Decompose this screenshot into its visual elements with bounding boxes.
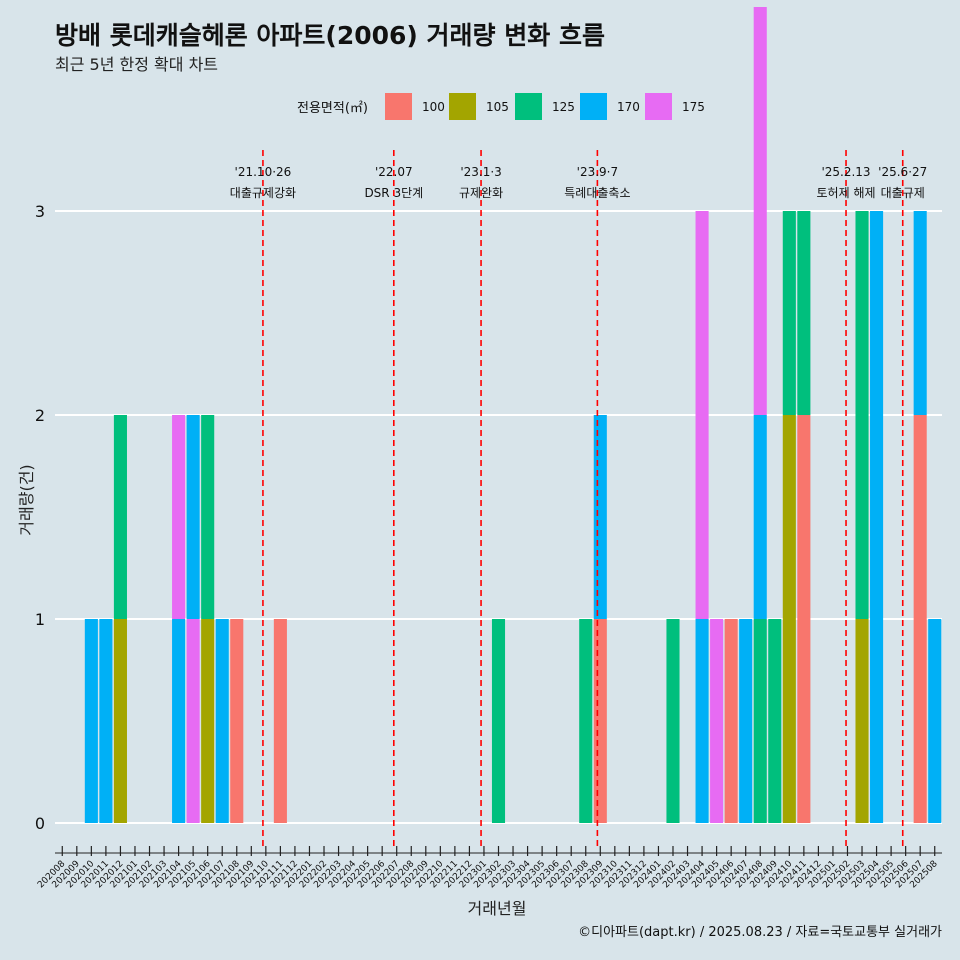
legend-swatch-170	[580, 93, 607, 120]
bar-202503-105	[855, 619, 869, 823]
y-axis-title: 거래량(건)	[17, 464, 36, 535]
event-date-label: '21.10·26	[235, 165, 292, 179]
legend-label-170: 170	[617, 100, 640, 114]
event-date-label: '23.1·3	[460, 165, 501, 179]
legend: 100 105 125 170 175	[385, 93, 705, 120]
bar-202308-125	[579, 619, 593, 823]
event-name-label: 특례대출축소	[564, 186, 630, 200]
bar-202108-100	[230, 619, 244, 823]
bar-202404-175	[695, 211, 709, 619]
bar-202411-100	[797, 415, 811, 823]
y-tick-label: 0	[35, 814, 45, 833]
legend-label-175: 175	[682, 100, 705, 114]
bar-202106-125	[201, 415, 215, 619]
legend-swatch-125	[515, 93, 542, 120]
event-date-label: '22.07	[375, 165, 413, 179]
event-date-label: '25.6·27	[878, 165, 927, 179]
plot-area: 0 1 2 3 '21.10·26 대출규제강화 '22.07 DSR 3단계 '23.1·3 규…	[35, 7, 942, 890]
bar-202408-125	[753, 619, 767, 823]
bar-202010-170	[84, 619, 98, 823]
bar-202408-175	[753, 7, 767, 415]
bar-202012-125	[113, 415, 127, 619]
chart-caption: ©디아파트(dapt.kr) / 2025.08.23 / 자료=국토교통부 실…	[578, 925, 942, 940]
bar-202107-170	[215, 619, 229, 823]
legend-swatch-105	[449, 93, 476, 120]
bar-202104-175	[172, 415, 186, 619]
bar-202507-100	[913, 415, 927, 823]
legend-swatch-175	[645, 93, 672, 120]
bar-202507-170	[913, 211, 927, 415]
bar-202408-170	[753, 415, 767, 619]
bar-202011-170	[99, 619, 113, 823]
event-name-label: 대출규제	[881, 186, 925, 200]
y-tick-label: 1	[35, 610, 45, 629]
bar-202407-170	[739, 619, 753, 823]
event-name-label: 규제완화	[459, 186, 503, 200]
bar-202402-125	[666, 619, 680, 823]
x-axis-title: 거래년월	[468, 899, 527, 918]
event-name-label: DSR 3단계	[364, 186, 423, 200]
event-date-label: '25.2.13	[821, 165, 870, 179]
bar-202105-175	[186, 619, 200, 823]
y-tick-label: 2	[35, 406, 45, 425]
bar-202504-170	[870, 211, 884, 823]
bar-202012-105	[113, 619, 127, 823]
bar-202105-170	[186, 415, 200, 619]
y-tick-label: 3	[35, 202, 45, 221]
bar-202309-100	[593, 619, 607, 823]
legend-label-105: 105	[486, 100, 509, 114]
bar-202111-100	[273, 619, 287, 823]
event-name-label: 대출규제강화	[230, 186, 296, 200]
bar-202405-175	[710, 619, 724, 823]
chart-subtitle: 최근 5년 한정 확대 차트	[55, 55, 218, 74]
bar-202302-125	[491, 619, 506, 823]
bar-202409-125	[768, 619, 782, 823]
chart-title: 방배 롯데캐슬헤론 아파트(2006) 거래량 변화 흐름	[55, 21, 605, 50]
bar-202503-125	[855, 211, 869, 619]
event-date-label: '23.9·7	[577, 165, 618, 179]
legend-label-100: 100	[422, 100, 445, 114]
bar-202406-100	[724, 619, 738, 823]
bar-202309-170	[593, 415, 607, 619]
event-name-label: 토허제 해제	[817, 186, 876, 200]
bar-202410-105	[782, 415, 796, 823]
legend-label-125: 125	[552, 100, 575, 114]
bar-202411-125	[797, 211, 811, 415]
bar-202508-170	[928, 619, 942, 823]
legend-swatch-100	[385, 93, 412, 120]
legend-title: 전용면적(㎡)	[297, 101, 368, 116]
bar-202104-170	[172, 619, 186, 823]
bar-202106-105	[201, 619, 215, 823]
bar-202404-170	[695, 619, 709, 823]
bar-202410-125	[782, 211, 796, 415]
